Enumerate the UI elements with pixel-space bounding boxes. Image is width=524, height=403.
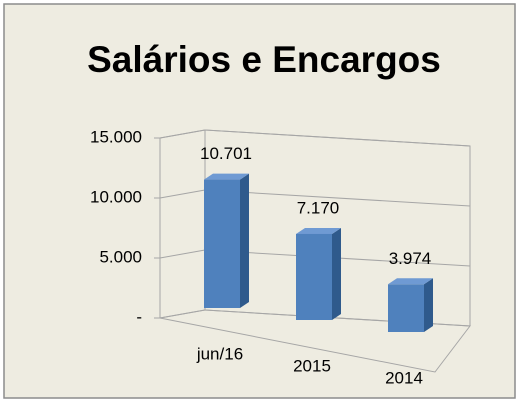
x-tick-label: 2015: [293, 356, 331, 375]
grid-line: [204, 129, 471, 147]
y-tick-label: 5.000: [99, 247, 142, 266]
y-tick-label: -: [136, 307, 142, 326]
bar-side: [332, 227, 341, 320]
grid-line: [159, 129, 206, 139]
bar-top: [204, 173, 249, 180]
chart-title: Salários e Encargos: [87, 39, 441, 80]
bar: [204, 179, 240, 308]
y-tick-label: 10.000: [90, 187, 142, 206]
x-tick-label: 2014: [385, 368, 423, 387]
grid-line: [159, 309, 206, 319]
value-label: 7.170: [297, 198, 340, 217]
bar-top: [296, 227, 341, 234]
grid-line: [204, 189, 471, 207]
chart-background: [3, 3, 516, 399]
value-label: 10.701: [200, 144, 252, 163]
bar: [388, 284, 424, 332]
grid-line: [159, 249, 206, 259]
y-tick-label: 15.000: [90, 127, 142, 146]
bar: [296, 233, 332, 320]
bar-top: [388, 278, 433, 285]
grid-line: [159, 189, 206, 199]
bar-side: [424, 278, 433, 332]
x-tick-label: jun/16: [196, 344, 243, 363]
bar-side: [240, 173, 249, 308]
value-label: 3.974: [389, 249, 432, 268]
